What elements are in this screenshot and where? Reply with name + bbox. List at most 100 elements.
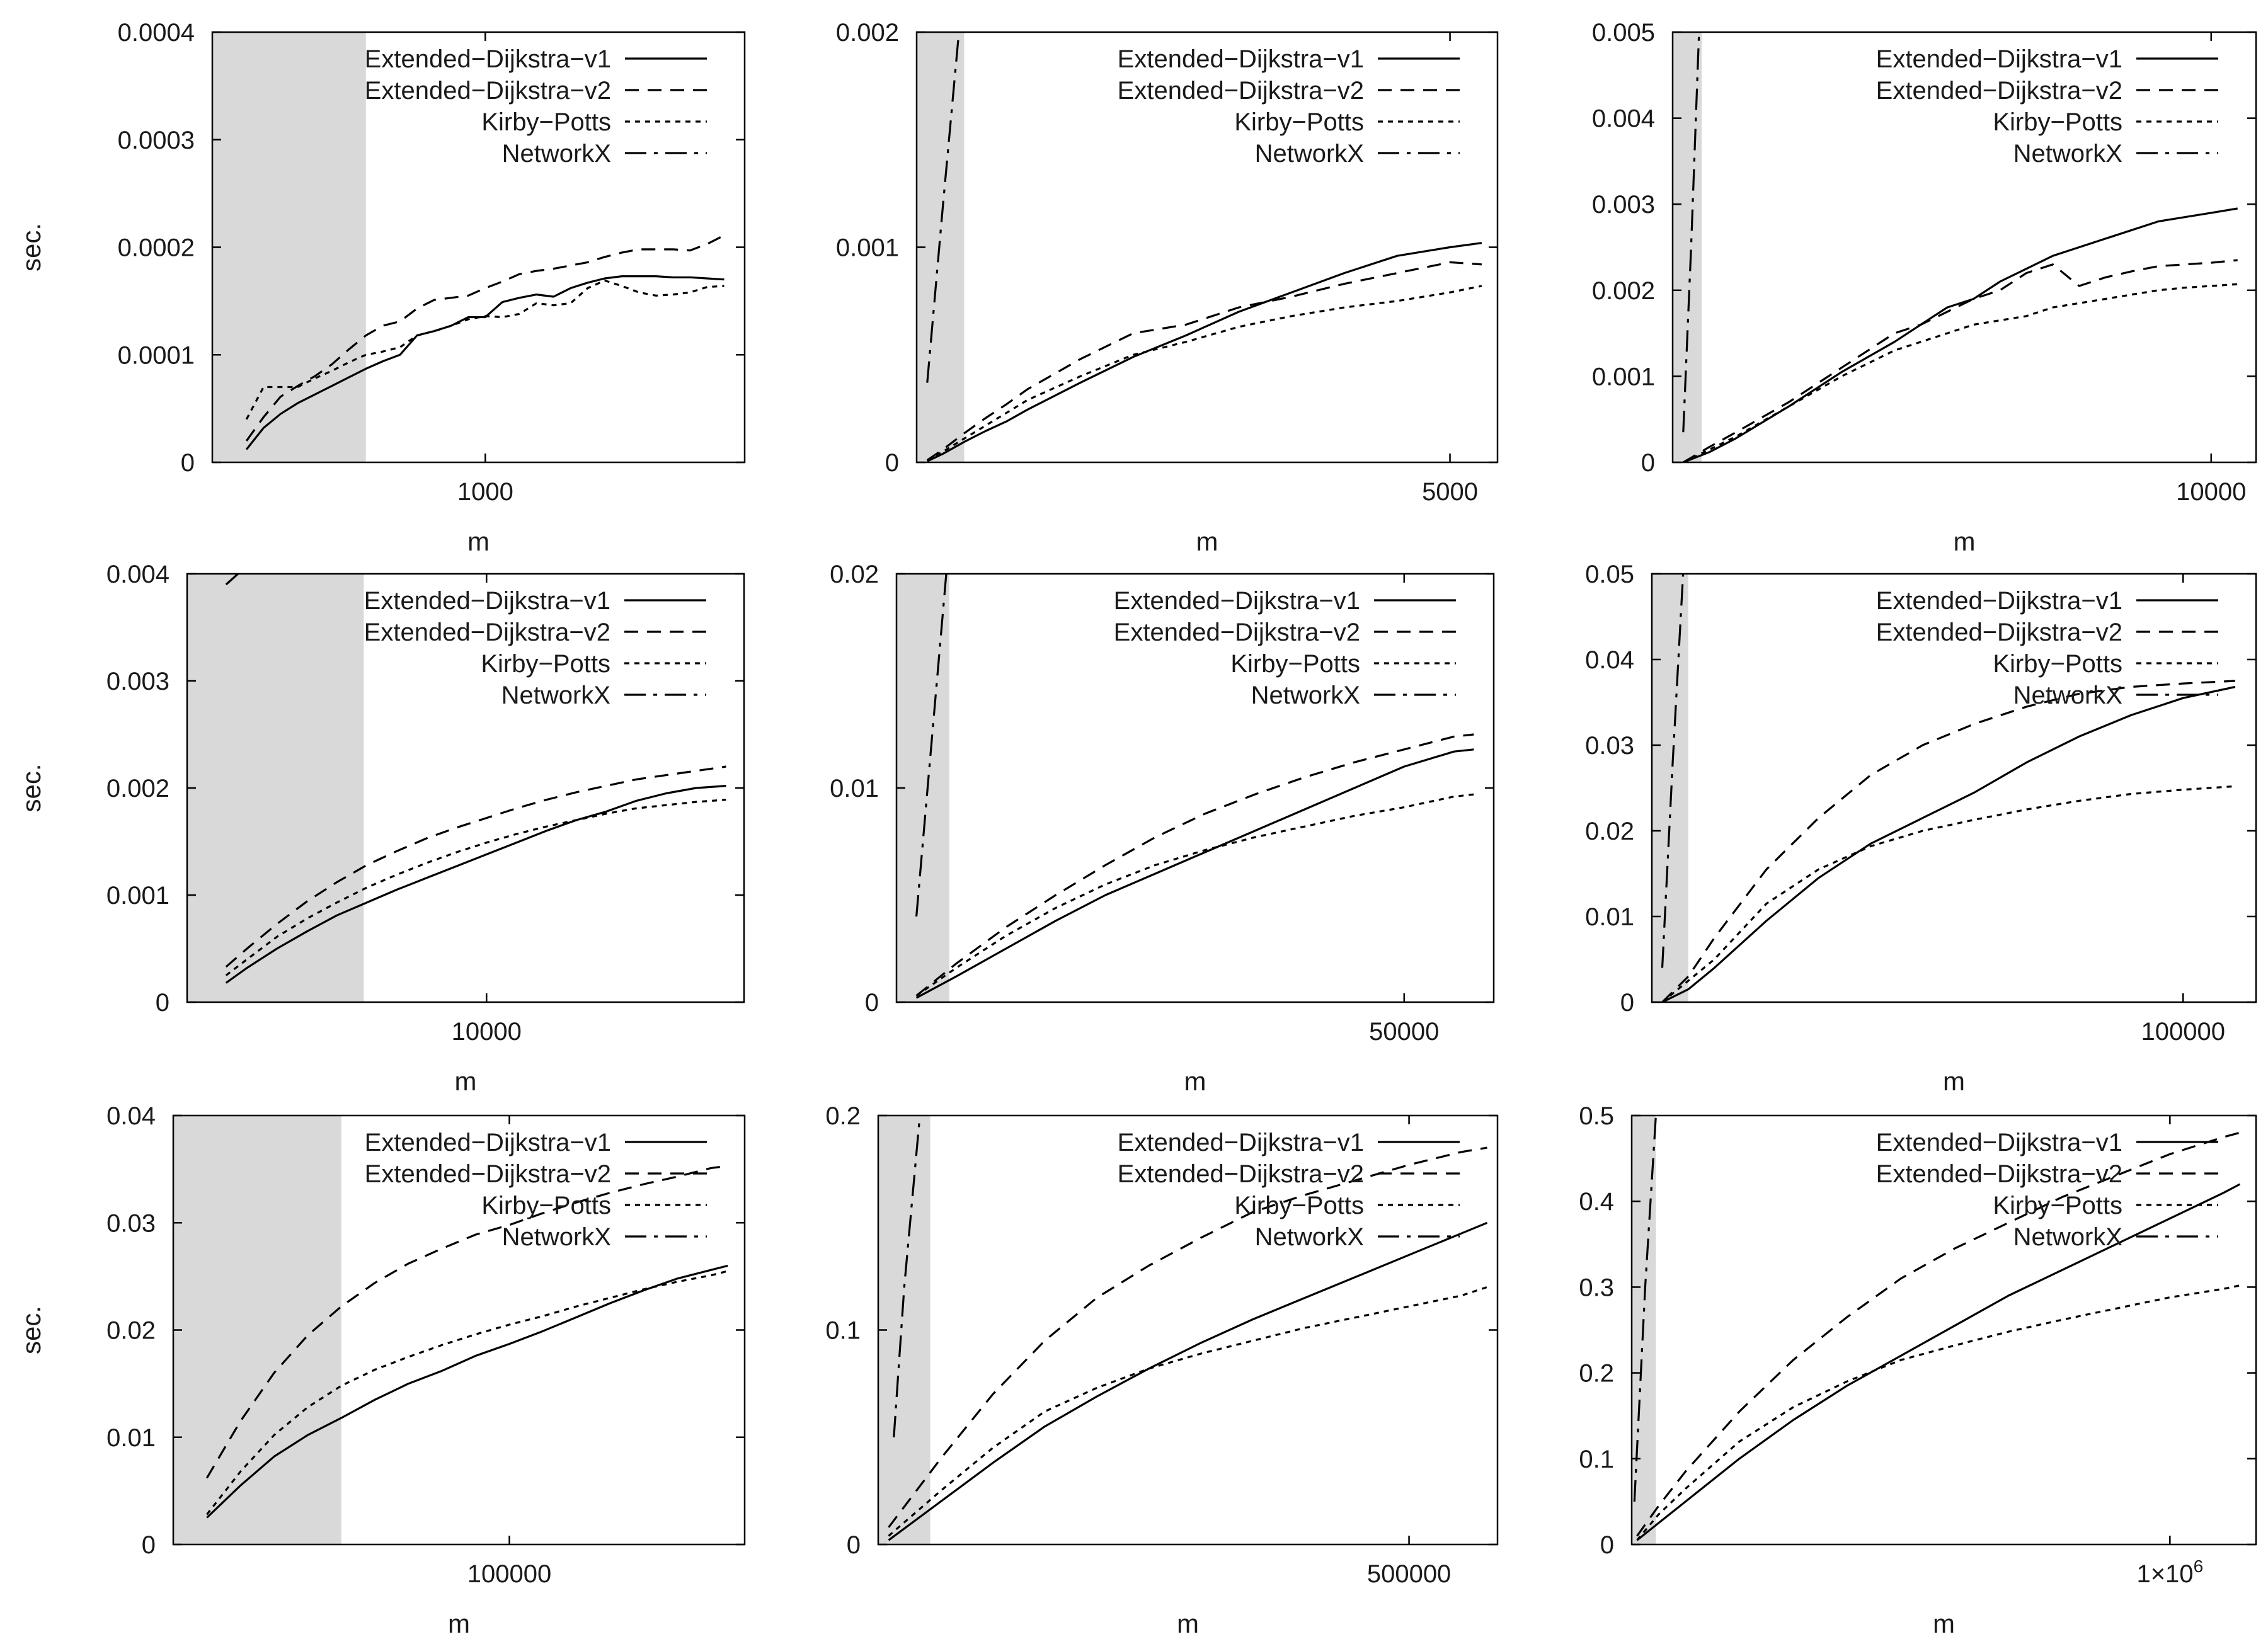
y-tick-label: 0	[181, 449, 195, 477]
y-tick-label: 0.03	[1585, 732, 1634, 760]
y-tick-label: 0.004	[1592, 105, 1655, 133]
legend-label: NetworkX	[1251, 682, 1360, 709]
legend-label: Extended−Dijkstra−v2	[365, 1160, 611, 1188]
legend-label: Extended−Dijkstra−v1	[365, 45, 611, 73]
legend-label: Extended−Dijkstra−v1	[1876, 45, 2122, 73]
x-tick-label: 10000	[452, 1018, 522, 1046]
plot-area	[915, 574, 1474, 999]
y-tick-label: 0.05	[1585, 561, 1634, 588]
legend-label: Kirby−Potts	[1230, 650, 1360, 678]
legend-label: Extended−Dijkstra−v2	[1876, 1160, 2122, 1188]
legend-label: NetworkX	[2013, 682, 2122, 709]
x-tick-label: 50000	[1369, 1018, 1439, 1046]
series-line-kirby-potts	[888, 1286, 1488, 1537]
legend-label: NetworkX	[2013, 1223, 2122, 1251]
plot-area	[225, 574, 726, 984]
legend-label: Extended−Dijkstra−v2	[1114, 619, 1360, 646]
y-tick-label: 0.1	[1579, 1446, 1614, 1473]
x-axis-label: m	[1196, 527, 1218, 556]
legend-label: Kirby−Potts	[481, 108, 611, 136]
y-tick-label: 0.001	[836, 234, 899, 262]
plot-area	[1682, 32, 2238, 462]
y-tick-label: 0.0003	[118, 127, 195, 154]
x-axis-label: m	[1943, 1066, 1965, 1096]
series-line-extended-dijkstra-v2	[915, 733, 1474, 997]
legend-label: Extended−Dijkstra−v1	[364, 587, 610, 615]
legend-label: NetworkX	[502, 140, 611, 168]
series-line-kirby-potts	[927, 285, 1482, 462]
y-axis-label: sec.	[16, 763, 46, 812]
plot-area	[1633, 1116, 2241, 1541]
legend-label: Extended−Dijkstra−v2	[1876, 77, 2122, 105]
legend-label: Kirby−Potts	[1993, 650, 2122, 678]
legend-label: Kirby−Potts	[1993, 1192, 2122, 1219]
y-tick-label: 0	[1641, 449, 1655, 477]
series-line-extended-dijkstra-v2	[245, 234, 725, 442]
y-tick-label: 0.2	[1579, 1360, 1614, 1388]
legend-label: NetworkX	[501, 682, 610, 709]
x-tick-label: 100000	[2141, 1018, 2225, 1046]
legend-label: Extended−Dijkstra−v2	[1118, 77, 1364, 105]
legend-label: Extended−Dijkstra−v1	[1876, 587, 2122, 615]
series-line-extended-dijkstra-v1	[1636, 1183, 2241, 1541]
series-line-extended-dijkstra-v2	[1661, 680, 2235, 1002]
series-line-extended-dijkstra-v1	[225, 785, 726, 984]
x-tick-label: 100000	[467, 1560, 551, 1588]
series-line-kirby-potts	[1661, 785, 2236, 1002]
y-tick-label: 0.0004	[118, 19, 195, 47]
y-tick-label: 0.002	[1592, 277, 1655, 305]
plot-area	[1661, 574, 2236, 1002]
y-tick-label: 0.03	[106, 1209, 156, 1237]
series-line-kirby-potts	[206, 1270, 728, 1516]
y-tick-label: 0.001	[106, 882, 169, 910]
y-axis-label: sec.	[16, 223, 46, 271]
series-line-networkx	[893, 1116, 921, 1437]
subplot-2: 0 0.001 0.002 5000 m Extended−Dijkstra−v1 Exte…	[836, 19, 1499, 556]
y-tick-label: 0	[1600, 1531, 1614, 1559]
plot-area	[926, 32, 1482, 462]
plot-area	[888, 1116, 1488, 1541]
y-tick-label: 0.3	[1579, 1274, 1614, 1301]
legend-label: Extended−Dijkstra−v1	[1118, 45, 1364, 73]
x-axis-label: m	[1184, 1066, 1206, 1096]
y-tick-label: 0.0001	[118, 341, 195, 369]
y-tick-label: 0.003	[1592, 191, 1655, 219]
x-axis-label: m	[1177, 1609, 1199, 1638]
y-tick-label: 0.005	[1592, 19, 1655, 47]
y-tick-label: 0.01	[1585, 903, 1634, 931]
y-tick-label: 0.02	[106, 1317, 156, 1345]
y-tick-label: 0.0002	[118, 234, 195, 262]
legend-label: Kirby−Potts	[481, 650, 610, 678]
series-line-extended-dijkstra-v2	[1636, 1131, 2240, 1537]
series-line-extended-dijkstra-v1	[245, 275, 724, 450]
plot-frame	[1630, 1114, 2257, 1546]
y-tick-label: 0.003	[106, 668, 169, 695]
x-axis-label: m	[1954, 527, 1976, 556]
legend-label: Extended−Dijkstra−v1	[365, 1129, 611, 1156]
series-line-extended-dijkstra-v1	[1683, 207, 2238, 462]
legend-label: Kirby−Potts	[1993, 108, 2122, 136]
legend-label: Kirby−Potts	[481, 1192, 611, 1219]
shaded-region	[1652, 574, 1688, 1002]
y-tick-label: 0.004	[106, 561, 169, 588]
y-tick-label: 0	[156, 989, 169, 1017]
y-tick-label: 0.01	[106, 1424, 156, 1452]
series-line-networkx	[1633, 1116, 1657, 1502]
shaded-region	[187, 574, 364, 1002]
series-line-extended-dijkstra-v2	[206, 1165, 728, 1479]
y-tick-label: 0	[865, 989, 879, 1017]
series-line-extended-dijkstra-v2	[225, 765, 726, 968]
series-line-extended-dijkstra-v2	[926, 261, 1482, 461]
series-line-networkx	[1682, 32, 1700, 433]
plot-frame	[1651, 573, 2257, 1003]
x-tick-label: 5000	[1422, 478, 1478, 506]
legend-label: Kirby−Potts	[1234, 108, 1364, 136]
x-tick-label: 1000	[457, 478, 513, 506]
y-tick-label: 0.02	[830, 561, 879, 588]
x-tick-label: 500000	[1367, 1560, 1451, 1588]
y-tick-label: 0	[142, 1531, 156, 1559]
y-tick-label: 0.5	[1579, 1102, 1614, 1130]
series-line-networkx	[1661, 574, 1685, 968]
shaded-region	[173, 1116, 341, 1544]
series-line-networkx	[225, 574, 239, 586]
